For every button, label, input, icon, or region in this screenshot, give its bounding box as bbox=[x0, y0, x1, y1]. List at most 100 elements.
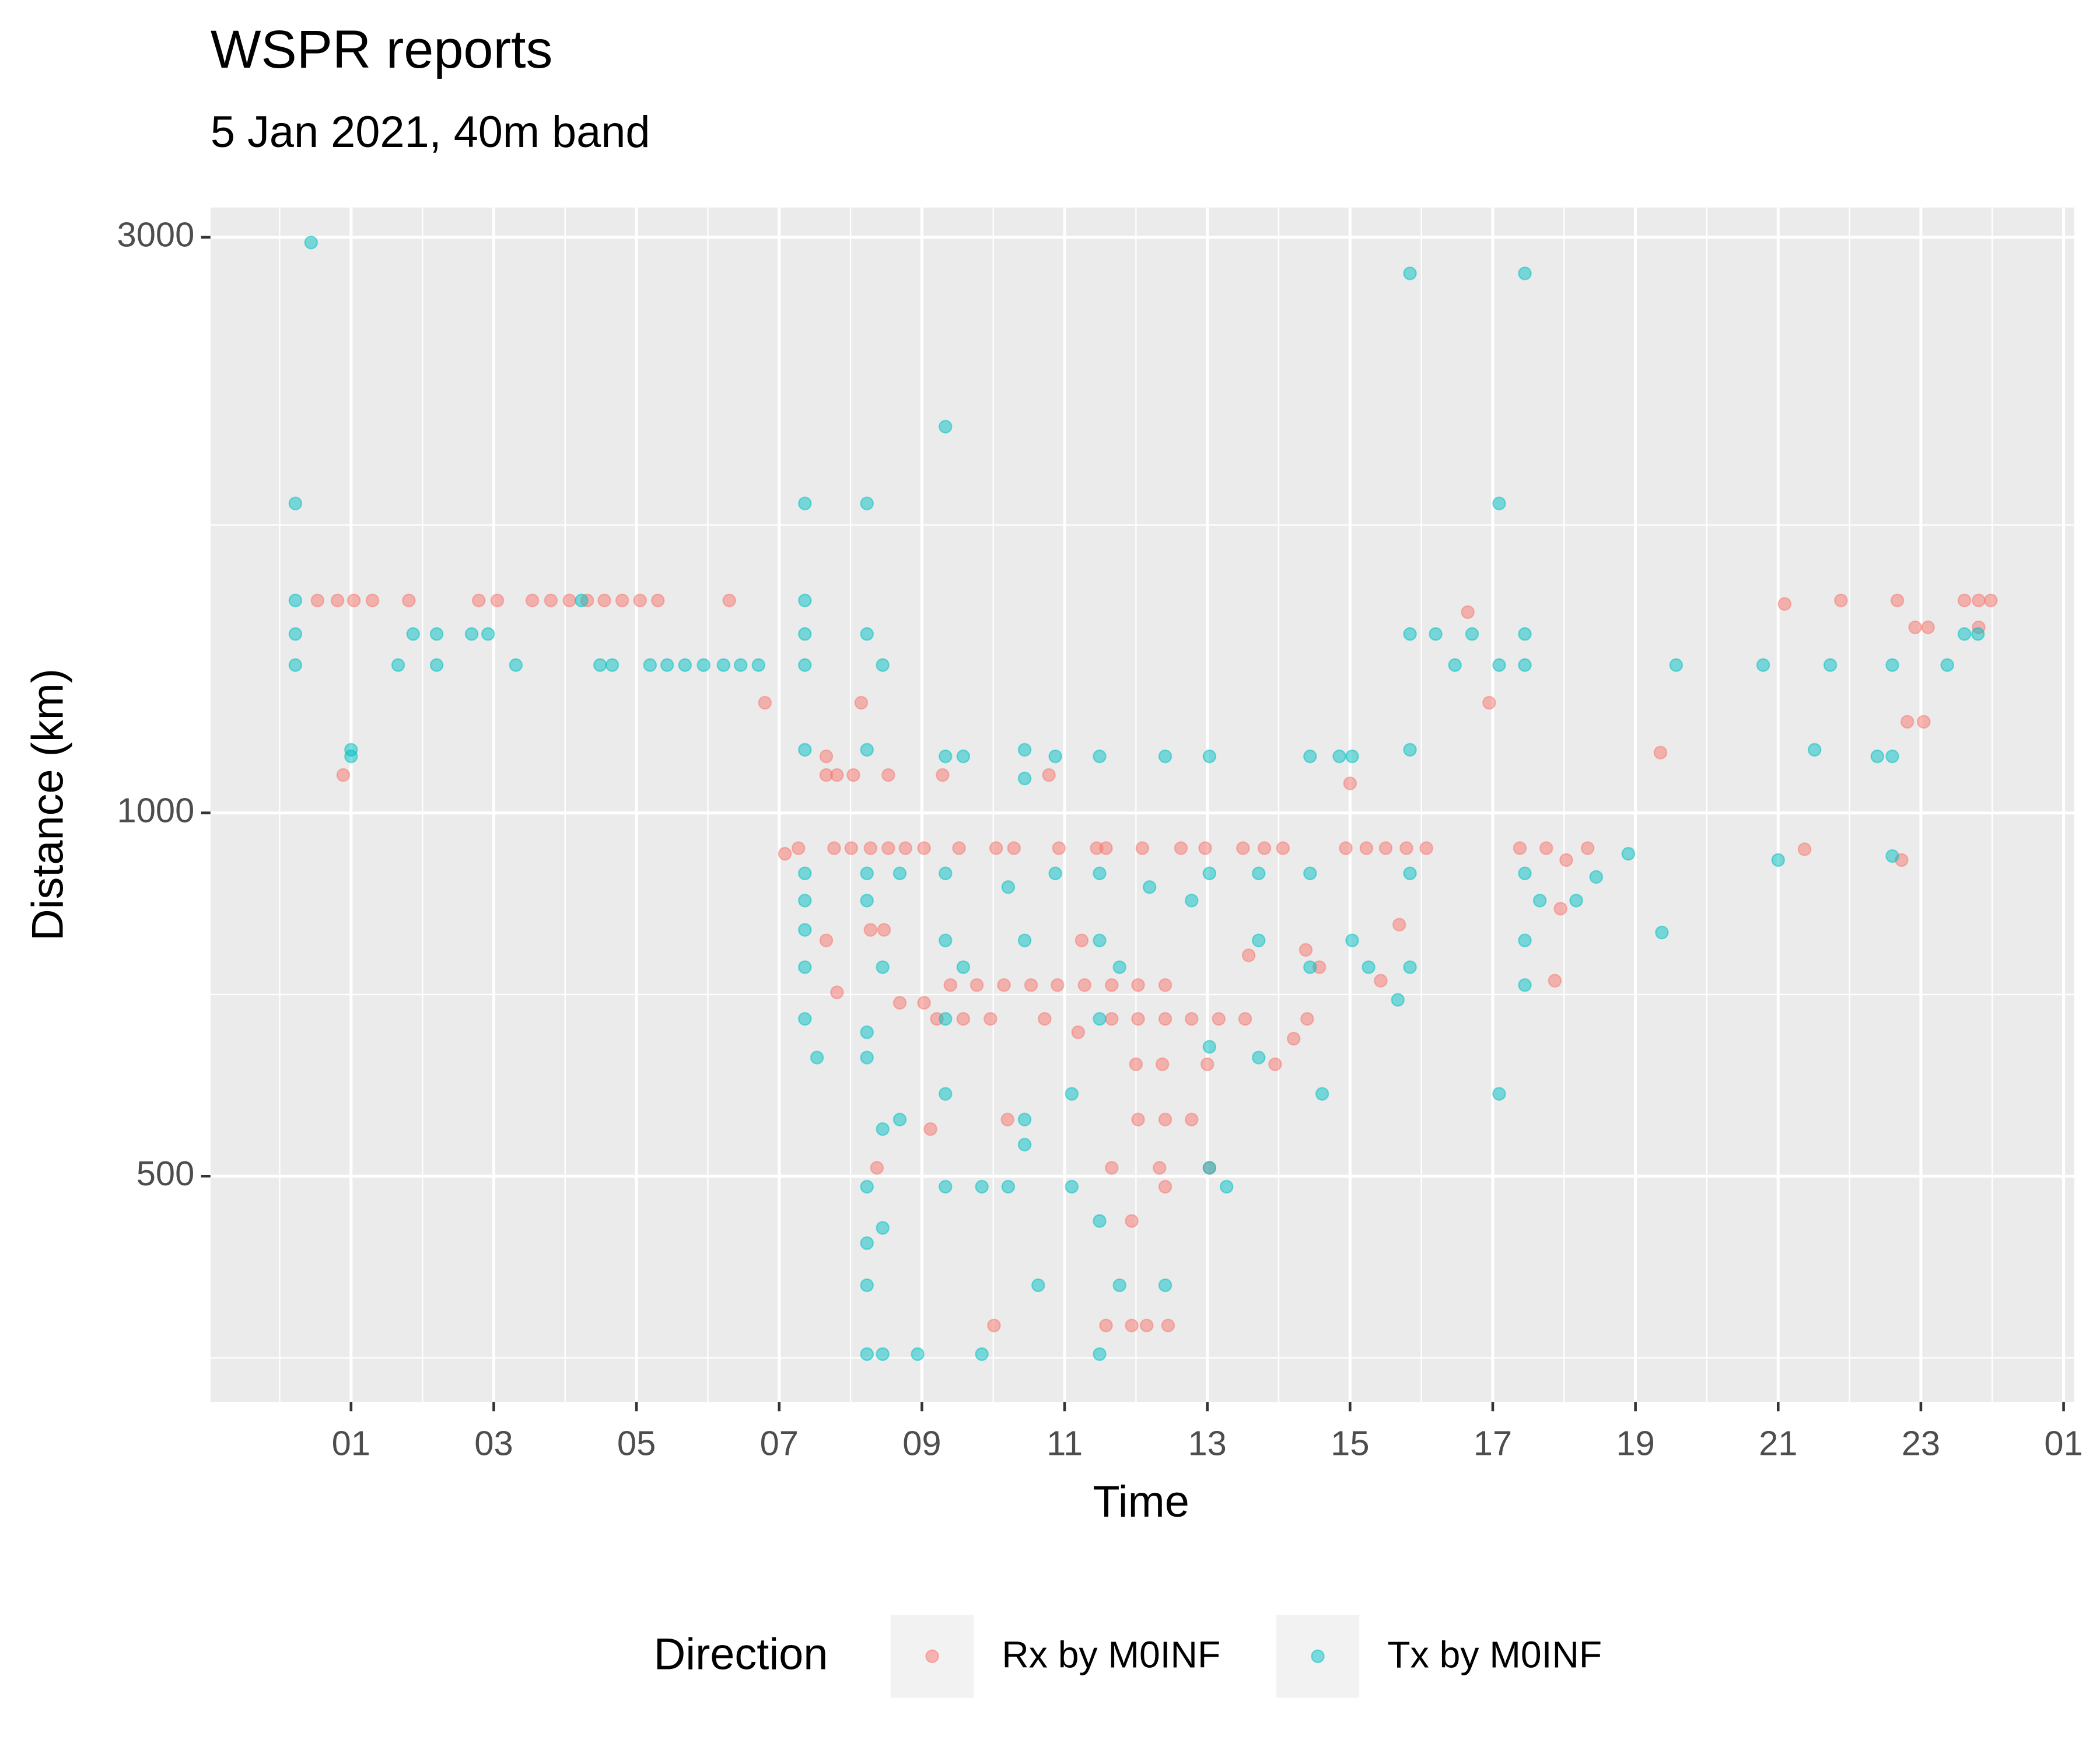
point bbox=[1052, 841, 1066, 855]
point bbox=[1429, 627, 1443, 641]
point bbox=[288, 496, 303, 510]
point bbox=[1298, 943, 1313, 957]
point bbox=[943, 978, 958, 992]
point bbox=[1042, 768, 1056, 782]
point bbox=[1448, 658, 1462, 672]
point bbox=[429, 658, 444, 672]
point bbox=[1580, 841, 1595, 855]
point bbox=[827, 841, 841, 855]
point bbox=[1399, 841, 1413, 855]
point bbox=[288, 658, 303, 672]
point bbox=[1957, 627, 1972, 641]
point bbox=[860, 1180, 874, 1194]
point bbox=[1093, 1214, 1107, 1228]
point bbox=[798, 593, 812, 608]
point bbox=[1461, 605, 1475, 620]
point bbox=[1093, 1012, 1107, 1026]
point bbox=[1202, 1040, 1217, 1054]
point bbox=[1105, 978, 1119, 992]
point bbox=[597, 593, 611, 608]
point bbox=[952, 841, 966, 855]
chart-title: WSPR reports bbox=[211, 20, 553, 79]
point bbox=[1492, 658, 1506, 672]
x-tick-label: 01 bbox=[332, 1424, 370, 1463]
point bbox=[605, 658, 620, 672]
point bbox=[792, 841, 806, 855]
point bbox=[917, 841, 931, 855]
point bbox=[778, 846, 792, 861]
point bbox=[798, 743, 812, 757]
point bbox=[863, 841, 878, 855]
point bbox=[1202, 749, 1217, 764]
point bbox=[830, 768, 844, 782]
point bbox=[870, 1161, 884, 1175]
point bbox=[989, 841, 1003, 855]
point bbox=[678, 658, 692, 672]
point bbox=[575, 593, 589, 608]
point bbox=[1236, 841, 1250, 855]
point bbox=[1158, 749, 1172, 764]
point bbox=[288, 593, 303, 608]
point bbox=[917, 996, 931, 1010]
point bbox=[1492, 496, 1506, 510]
point bbox=[1048, 866, 1062, 880]
point bbox=[1315, 1087, 1329, 1101]
point bbox=[1823, 658, 1838, 672]
point bbox=[1048, 749, 1062, 764]
point bbox=[1303, 749, 1317, 764]
point bbox=[876, 1347, 890, 1362]
point bbox=[798, 658, 812, 672]
point bbox=[1158, 1180, 1172, 1194]
point bbox=[643, 658, 657, 672]
point bbox=[1099, 1318, 1113, 1332]
point bbox=[860, 1051, 874, 1065]
x-tick-label: 13 bbox=[1188, 1424, 1227, 1463]
x-tick-label: 23 bbox=[1902, 1424, 1940, 1463]
point bbox=[751, 658, 765, 672]
point bbox=[830, 985, 844, 999]
point bbox=[429, 627, 444, 641]
point bbox=[1131, 1012, 1145, 1026]
point bbox=[481, 627, 495, 641]
axes: 01 03 05 07 09 11 13 15 17 19 21 23 01 500 1000 3000 bbox=[117, 215, 2083, 1462]
point bbox=[1885, 749, 1899, 764]
point bbox=[1093, 1347, 1107, 1362]
point bbox=[1131, 978, 1145, 992]
point bbox=[1252, 933, 1266, 947]
point bbox=[1940, 658, 1954, 672]
x-tick-label: 05 bbox=[617, 1424, 656, 1463]
point bbox=[1099, 841, 1113, 855]
point bbox=[1391, 993, 1405, 1007]
point bbox=[344, 749, 358, 764]
y-axis-title: Distance (km) bbox=[23, 668, 73, 941]
point bbox=[391, 658, 405, 672]
point bbox=[939, 419, 953, 434]
point bbox=[758, 696, 772, 710]
point bbox=[288, 627, 303, 641]
point bbox=[1339, 841, 1353, 855]
point bbox=[1112, 1278, 1126, 1293]
point bbox=[1131, 1112, 1145, 1126]
point bbox=[472, 593, 486, 608]
point bbox=[1093, 933, 1107, 947]
point bbox=[860, 894, 874, 908]
point bbox=[939, 866, 953, 880]
point bbox=[876, 1122, 890, 1136]
point bbox=[1345, 749, 1359, 764]
point bbox=[860, 866, 874, 880]
point bbox=[1900, 715, 1915, 729]
point bbox=[1921, 620, 1935, 635]
point bbox=[562, 593, 576, 608]
point bbox=[1174, 841, 1188, 855]
point bbox=[1653, 746, 1668, 760]
point bbox=[860, 1236, 874, 1250]
point bbox=[1539, 841, 1553, 855]
point bbox=[1378, 841, 1393, 855]
x-axis-title: Time bbox=[1093, 1477, 1189, 1527]
point bbox=[1129, 1057, 1143, 1072]
point bbox=[1093, 749, 1107, 764]
point bbox=[1465, 627, 1479, 641]
point bbox=[1403, 266, 1417, 281]
legend-title: Direction bbox=[654, 1630, 828, 1679]
point bbox=[997, 978, 1011, 992]
